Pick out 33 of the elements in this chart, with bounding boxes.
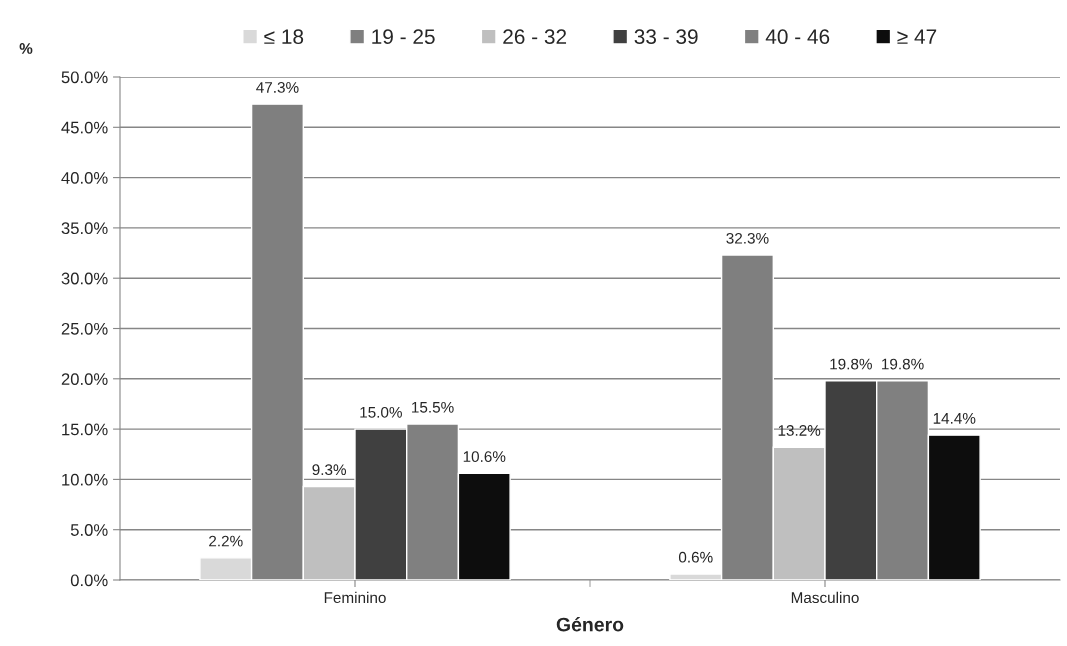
y-tick-label: 30.0% bbox=[61, 272, 108, 285]
y-tick-label: 40.0% bbox=[61, 172, 108, 184]
data-label: 47.3% bbox=[256, 81, 299, 93]
y-axis-title: % bbox=[19, 43, 33, 54]
x-tick-label: Masculino bbox=[791, 591, 859, 604]
legend-label: ≤ 18 bbox=[264, 29, 304, 45]
y-tick-label: 35.0% bbox=[61, 222, 108, 235]
legend-label: 19 - 25 bbox=[372, 29, 435, 45]
data-label: 10.6% bbox=[463, 451, 506, 463]
data-label: 2.2% bbox=[209, 535, 243, 547]
data-label: 19.8% bbox=[882, 358, 924, 370]
legend-label: 26 - 32 bbox=[503, 29, 567, 45]
data-label: 13.2% bbox=[778, 425, 821, 436]
y-tick-label: 25.0% bbox=[61, 322, 108, 335]
data-label: 15.0% bbox=[360, 406, 402, 418]
y-tick-label: 0.0% bbox=[70, 574, 108, 587]
x-tick-label: Feminino bbox=[324, 591, 386, 604]
data-label: 19.8% bbox=[830, 358, 872, 370]
y-tick-label: 5.0% bbox=[70, 524, 108, 536]
data-label: 0.6% bbox=[678, 551, 713, 563]
y-tick-label: 15.0% bbox=[62, 423, 108, 436]
legend-label: 33 - 39 bbox=[634, 29, 698, 45]
data-label: 9.3% bbox=[312, 464, 347, 476]
y-tick-label: 50.0% bbox=[61, 71, 108, 84]
x-axis-title: Género bbox=[556, 616, 624, 632]
data-label: 32.3% bbox=[726, 232, 769, 244]
y-tick-label: 10.0% bbox=[62, 473, 108, 486]
legend-label: 40 - 46 bbox=[765, 29, 830, 45]
data-label: 14.4% bbox=[933, 413, 976, 424]
data-label: 15.5% bbox=[412, 401, 454, 413]
y-tick-label: 20.0% bbox=[61, 373, 108, 385]
legend-label: ≥ 47 bbox=[897, 29, 937, 44]
y-tick-label: 45.0% bbox=[61, 121, 108, 134]
